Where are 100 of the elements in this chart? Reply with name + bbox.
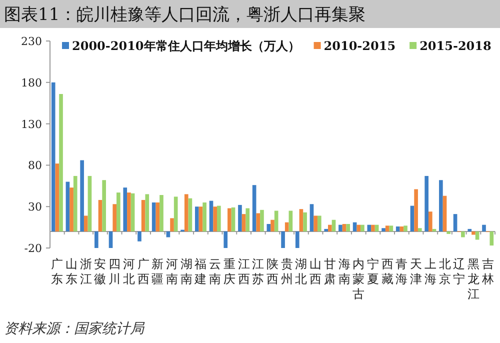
x-tick-label: 海南 xyxy=(338,257,350,286)
bar xyxy=(184,194,188,232)
bar xyxy=(414,189,418,232)
x-tick-label: 湖北 xyxy=(295,257,308,286)
x-tick-label: 广东 xyxy=(51,257,64,286)
bar xyxy=(209,200,214,232)
bar xyxy=(213,206,217,232)
bar xyxy=(228,208,232,232)
x-tick-label: 重庆 xyxy=(223,257,236,286)
y-tick-label: 230 xyxy=(21,35,42,48)
bar xyxy=(314,216,318,232)
bar xyxy=(156,202,160,232)
x-tick-label: 新疆 xyxy=(152,257,164,286)
bar xyxy=(188,198,192,232)
x-tick-label: 上海 xyxy=(424,257,436,286)
x-tick-label: 福建 xyxy=(194,257,207,286)
bar xyxy=(274,210,278,232)
bar xyxy=(346,224,350,232)
bar xyxy=(202,202,206,232)
bar xyxy=(194,206,199,232)
bar xyxy=(59,94,63,232)
bar xyxy=(88,176,92,232)
x-tick-label: 四川 xyxy=(108,257,121,286)
bar xyxy=(216,206,221,232)
bar xyxy=(400,226,404,232)
bar xyxy=(170,218,174,232)
bar xyxy=(51,82,56,232)
x-tick-label: 西藏 xyxy=(381,257,394,286)
bar xyxy=(141,200,146,232)
bar xyxy=(482,224,486,232)
bar xyxy=(356,224,361,232)
x-tick-label: 江苏 xyxy=(252,257,264,286)
bar xyxy=(198,206,203,232)
bar xyxy=(303,212,307,232)
bar xyxy=(310,204,314,232)
bar xyxy=(123,188,128,232)
y-tick-label: 130 xyxy=(21,118,42,131)
x-tick-label: 浙江 xyxy=(80,257,92,286)
bar xyxy=(112,204,117,232)
bar xyxy=(102,180,106,232)
text: 资料来源：国家统计局 xyxy=(4,321,145,337)
bar xyxy=(108,231,113,248)
x-tick-label: 宁夏 xyxy=(366,257,379,286)
x-tick-label: 湖南 xyxy=(180,257,192,286)
bar xyxy=(472,231,476,235)
legend-label: 2000-2010年常住人口年均增长（万人） xyxy=(72,39,300,53)
bar xyxy=(252,185,256,232)
bar xyxy=(328,224,332,232)
x-tick-label: 河南 xyxy=(166,257,178,286)
x-tick-label: 甘肃 xyxy=(324,257,336,286)
y-tick-label: 30 xyxy=(28,200,42,214)
bar xyxy=(270,220,274,232)
bar xyxy=(231,207,236,232)
x-tick-label: 江西 xyxy=(238,257,250,286)
bar xyxy=(352,222,357,232)
bar xyxy=(288,210,293,232)
legend-label: 2015-2018 xyxy=(420,39,492,53)
chart-title: 图表11：皖川桂豫等人口回流，粤浙人口再集聚 xyxy=(4,5,366,25)
legend-label: 2010-2015 xyxy=(324,39,396,53)
x-tick-label: 安徽 xyxy=(94,257,106,286)
bar xyxy=(295,231,300,248)
bar xyxy=(385,226,390,232)
bar xyxy=(73,176,78,232)
bar xyxy=(284,222,289,232)
x-tick-label: 辽宁 xyxy=(453,257,466,286)
bar xyxy=(152,202,156,232)
bar xyxy=(70,188,74,232)
bar xyxy=(260,210,264,232)
x-tick-label: 广西 xyxy=(137,257,150,286)
bar xyxy=(374,224,379,232)
bar xyxy=(382,228,386,232)
bar xyxy=(98,200,102,232)
bar xyxy=(396,226,400,232)
x-tick-label: 内蒙古 xyxy=(352,257,365,301)
bar xyxy=(404,226,408,232)
bar xyxy=(453,214,458,232)
x-tick-label: 青海 xyxy=(396,257,408,286)
bar xyxy=(360,224,364,232)
bar xyxy=(242,214,246,232)
bar xyxy=(299,209,304,232)
bar xyxy=(418,228,422,232)
x-tick-label: 吉林 xyxy=(480,257,494,286)
x-tick-label: 山西 xyxy=(310,257,322,286)
x-tick-label: 云南 xyxy=(209,257,222,286)
x-tick-label: 贵州 xyxy=(280,257,293,286)
bar xyxy=(442,196,447,232)
bar xyxy=(160,195,164,232)
bar xyxy=(116,192,120,232)
bar xyxy=(432,228,436,232)
x-tick-label: 陕西 xyxy=(266,257,278,286)
bar xyxy=(367,224,372,232)
bar xyxy=(281,231,285,248)
bar xyxy=(446,231,450,234)
bar xyxy=(138,231,142,242)
bar xyxy=(389,226,394,232)
bar xyxy=(490,231,494,246)
bar xyxy=(84,216,88,232)
y-tick-label: -20 xyxy=(24,242,42,255)
bar xyxy=(130,193,135,232)
y-tick-label: 180 xyxy=(21,76,42,90)
